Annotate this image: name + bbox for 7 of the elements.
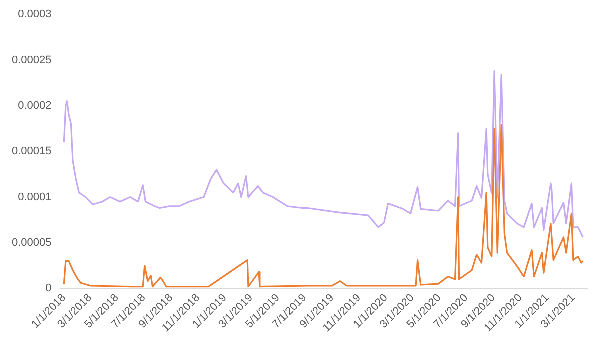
- y-tick-label: 0.00005: [12, 237, 52, 249]
- y-tick-label: 0.0002: [18, 100, 52, 112]
- y-tick-label: 0: [46, 282, 52, 295]
- y-tick-label: 0.00025: [12, 54, 52, 66]
- y-tick-label: 0.0003: [18, 8, 52, 21]
- y-tick-label: 0.00015: [12, 146, 52, 158]
- y-tick-label: 0.0001: [18, 191, 52, 204]
